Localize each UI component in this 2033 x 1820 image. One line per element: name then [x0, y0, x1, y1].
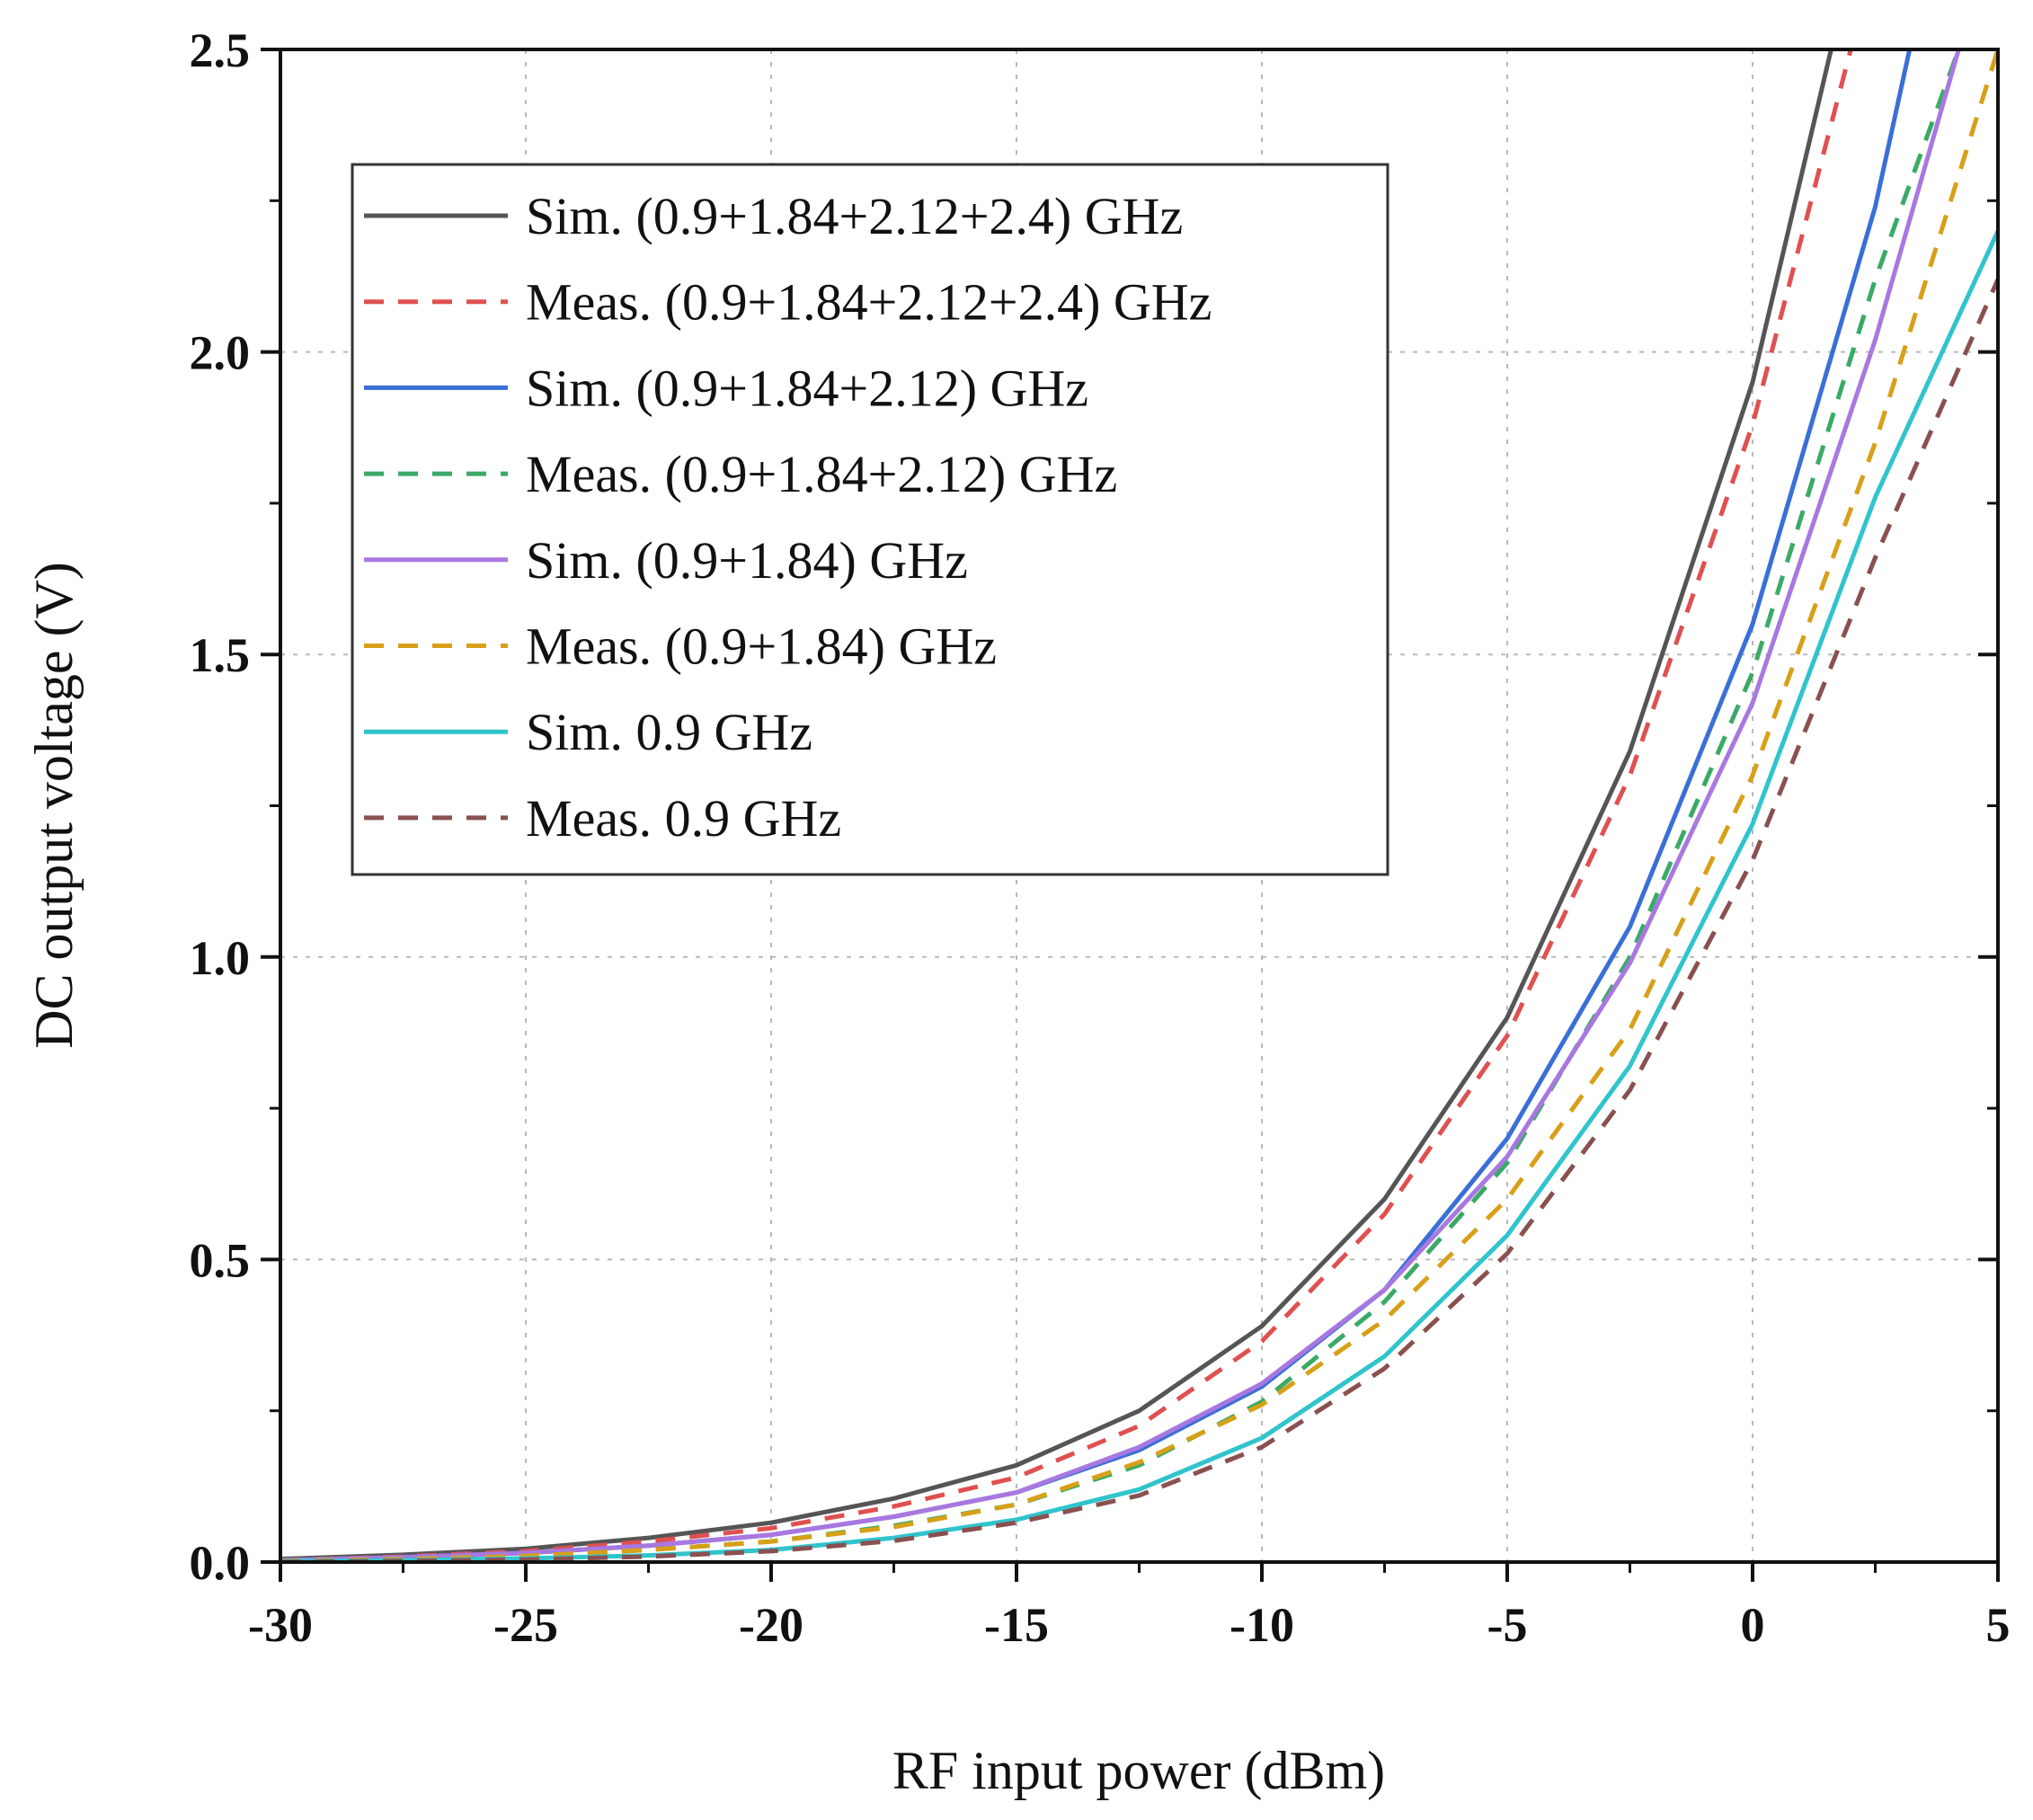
x-axis-label: RF input power (dBm) — [892, 1741, 1385, 1800]
x-tick-label: 5 — [1986, 1598, 2011, 1652]
legend-label: Sim. (0.9+1.84+2.12+2.4) GHz — [526, 187, 1183, 245]
y-tick-label: 0.0 — [190, 1536, 251, 1590]
y-tick-label: 2.0 — [190, 326, 251, 380]
x-tick-label: -10 — [1230, 1598, 1294, 1652]
legend-label: Meas. (0.9+1.84+2.12+2.4) GHz — [526, 273, 1212, 332]
legend-label: Sim. (0.9+1.84+2.12) GHz — [526, 359, 1088, 417]
legend-label: Meas. (0.9+1.84+2.12) GHz — [526, 445, 1117, 503]
legend: Sim. (0.9+1.84+2.12+2.4) GHz Meas. (0.9+1… — [351, 163, 1389, 876]
x-tick-label: -15 — [984, 1598, 1049, 1652]
legend-box — [351, 163, 1389, 876]
y-axis-label: DC output voltage (V) — [24, 562, 84, 1049]
legend-label: Sim. (0.9+1.84) GHz — [526, 531, 968, 590]
y-tick-label: 0.5 — [190, 1233, 251, 1287]
legend-label: Sim. 0.9 GHz — [526, 703, 812, 761]
y-tick-label: 2.5 — [190, 23, 251, 77]
x-tick-label: 0 — [1741, 1598, 1765, 1652]
x-tick-label: -5 — [1487, 1598, 1528, 1652]
legend-label: Meas. 0.9 GHz — [526, 789, 841, 848]
series-line-7 — [280, 278, 1998, 1562]
legend-label: Meas. (0.9+1.84) GHz — [526, 617, 997, 676]
y-tick-label: 1.0 — [190, 931, 251, 985]
x-tick-label: -30 — [248, 1598, 313, 1652]
series-line-5 — [280, 49, 1998, 1562]
x-tick-label: -25 — [493, 1598, 558, 1652]
y-tick-label: 1.5 — [190, 628, 251, 682]
axis-ticks — [261, 48, 2000, 1582]
tick-labels: -30 -25 -20 -15 -10 -5 0 5 0.0 0.5 1.0 1.5 2.0 2.5 — [190, 23, 2011, 1652]
series-line-0 — [280, 49, 1833, 1562]
series-layer — [280, 49, 1998, 1562]
series-line-1 — [280, 49, 1853, 1562]
series-line-4 — [280, 49, 1961, 1562]
x-tick-label: -20 — [739, 1598, 803, 1652]
